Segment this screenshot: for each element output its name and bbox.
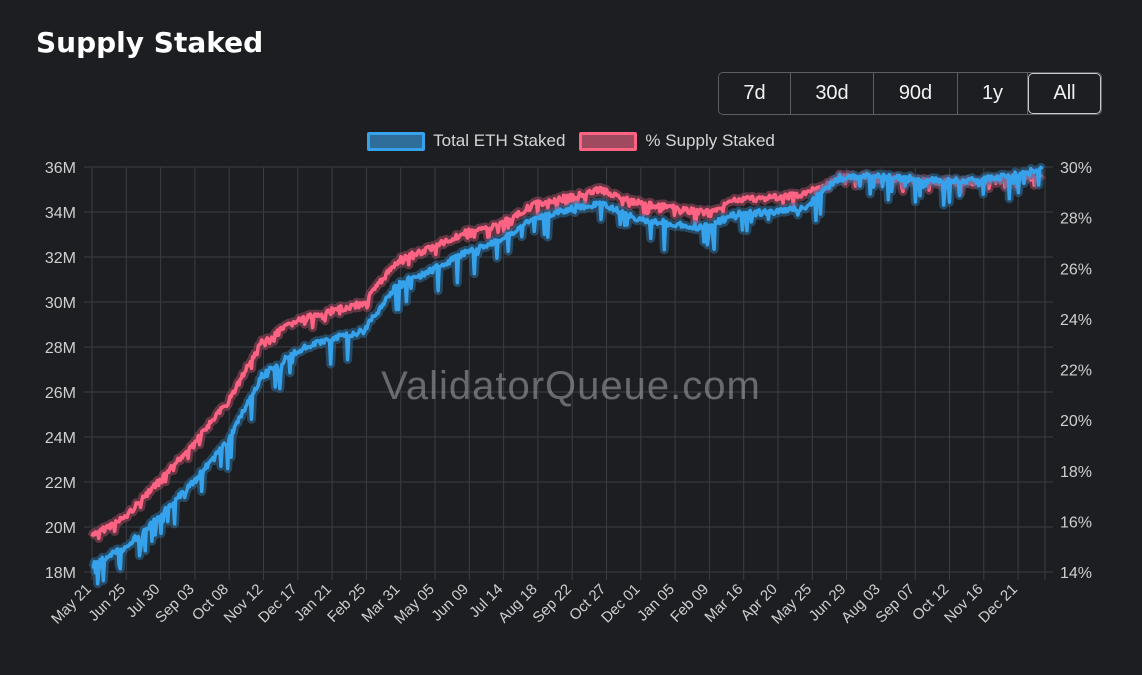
x-tick-label: Sep 22 [529, 581, 575, 627]
legend-item-eth-staked[interactable]: Total ETH Staked [367, 131, 565, 151]
y-left-tick-label: 30M [45, 295, 76, 312]
range-button-90d[interactable]: 90d [874, 73, 958, 114]
y-right-tick-label: 20% [1060, 413, 1092, 430]
y-left-tick-label: 32M [45, 250, 76, 267]
x-tick-label: Mar 16 [701, 581, 746, 626]
series-pct-staked-line [90, 172, 1044, 541]
y-left-tick-label: 20M [45, 520, 76, 537]
x-tick-label: Sep 03 [152, 581, 198, 627]
x-tick-label: Dec 01 [598, 581, 644, 627]
range-button-30d[interactable]: 30d [791, 73, 874, 114]
x-tick-label: May 21 [48, 581, 95, 628]
x-tick-label: Jun 09 [428, 581, 472, 625]
y-right-tick-label: 16% [1060, 514, 1092, 531]
y-left-tick-label: 28M [45, 340, 76, 357]
x-tick-label: Dec 21 [975, 581, 1021, 627]
y-left-tick-label: 36M [45, 160, 76, 177]
range-button-1y[interactable]: 1y [958, 73, 1028, 114]
range-button-7d[interactable]: 7d [719, 73, 791, 114]
y-right-tick-label: 24% [1060, 312, 1092, 329]
y-right-tick-label: 30% [1060, 160, 1092, 177]
y-left-tick-label: 24M [45, 430, 76, 447]
y-left-tick-label: 18M [45, 565, 76, 582]
y-left-tick-label: 22M [45, 475, 76, 492]
range-selector: 7d 30d 90d 1y All [718, 72, 1102, 115]
range-button-all[interactable]: All [1028, 73, 1101, 114]
legend-item-pct-staked[interactable]: % Supply Staked [579, 131, 775, 151]
y-right-tick-label: 28% [1060, 211, 1092, 228]
legend-label-pct-staked: % Supply Staked [645, 131, 775, 150]
y-right-tick-label: 22% [1060, 363, 1092, 380]
x-tick-label: Sep 07 [872, 581, 918, 627]
y-right-tick-label: 14% [1060, 565, 1092, 582]
y-right-tick-label: 26% [1060, 261, 1092, 278]
chart-legend: Total ETH Staked % Supply Staked [0, 131, 1142, 151]
y-left-tick-label: 26M [45, 385, 76, 402]
x-tick-label: Dec 17 [255, 581, 301, 627]
y-right-tick-label: 18% [1060, 464, 1092, 481]
x-tick-label: Jun 25 [85, 581, 129, 625]
series-eth-staked-band [88, 162, 1046, 589]
series-eth-staked-line [91, 165, 1044, 586]
series-pct-staked-band [87, 169, 1046, 543]
legend-swatch-pct-staked [579, 131, 638, 151]
legend-swatch-eth-staked [367, 131, 426, 151]
legend-label-eth-staked: Total ETH Staked [433, 131, 566, 150]
y-left-tick-label: 34M [45, 205, 76, 222]
page-title: Supply Staked [36, 26, 264, 59]
